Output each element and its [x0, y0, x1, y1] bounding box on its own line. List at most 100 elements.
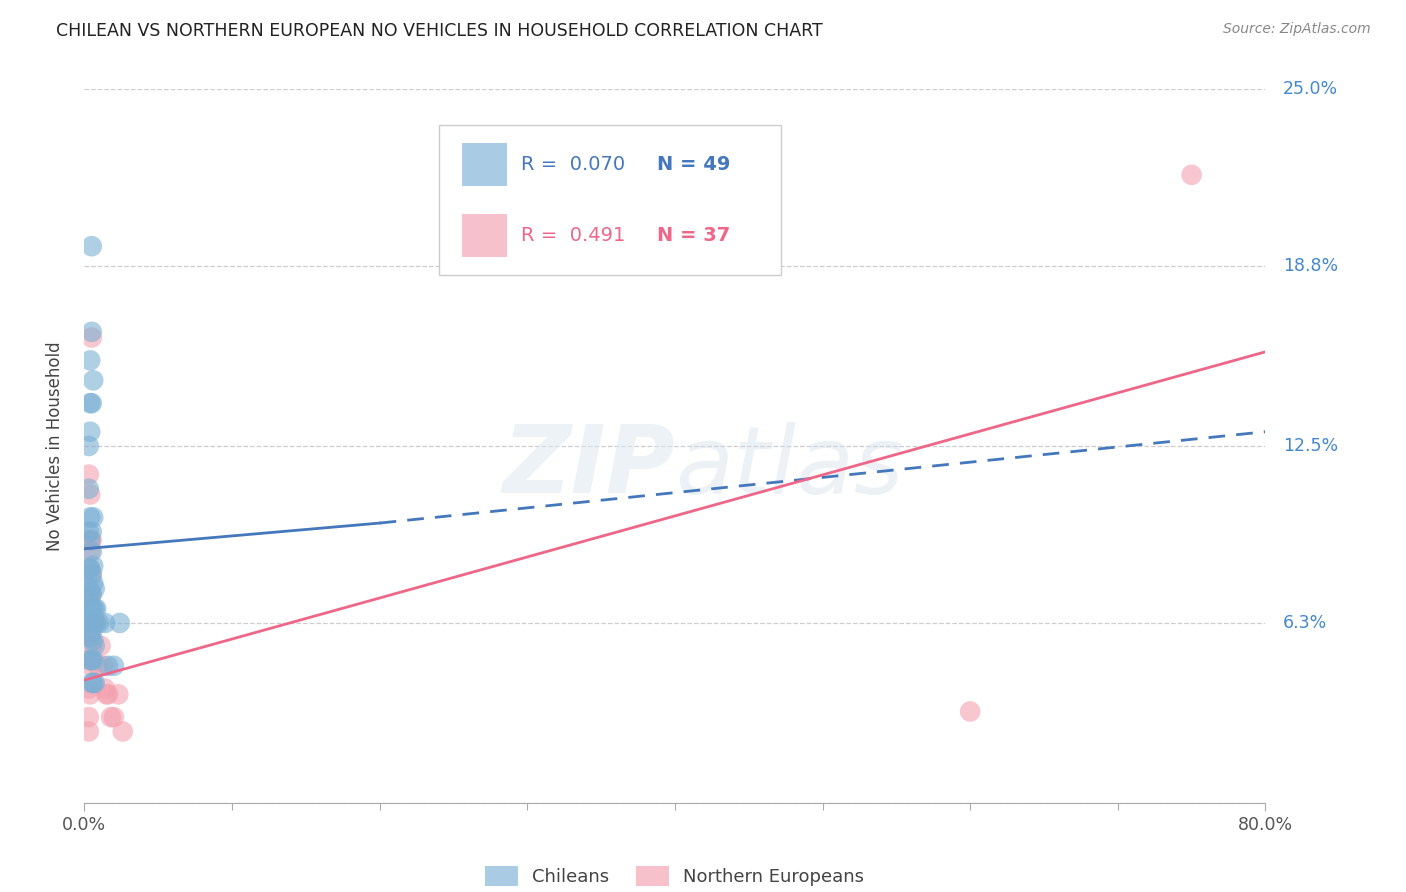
Point — [80, 396, 103, 410]
Point — [80, 524, 103, 539]
Point — [83, 582, 105, 596]
Point — [84, 601, 107, 615]
Point — [79, 533, 101, 548]
Point — [82, 633, 104, 648]
Point — [80, 624, 103, 639]
Point — [77, 582, 100, 596]
Point — [83, 676, 105, 690]
Text: 18.8%: 18.8% — [1284, 257, 1339, 275]
Point — [77, 467, 100, 482]
Point — [82, 558, 104, 573]
Point — [80, 330, 103, 344]
Point — [97, 658, 120, 673]
Point — [80, 615, 103, 630]
Point — [77, 601, 100, 615]
Point — [80, 587, 103, 601]
Point — [82, 576, 104, 591]
Point — [79, 544, 101, 558]
Point — [77, 681, 100, 696]
Point — [111, 724, 134, 739]
FancyBboxPatch shape — [463, 214, 508, 257]
Point — [93, 658, 115, 673]
Point — [82, 373, 104, 387]
Point — [79, 658, 101, 673]
Text: Source: ZipAtlas.com: Source: ZipAtlas.com — [1223, 22, 1371, 37]
Point — [79, 487, 101, 501]
Text: 25.0%: 25.0% — [1284, 80, 1339, 98]
Point — [80, 587, 103, 601]
Point — [80, 567, 103, 582]
Point — [82, 653, 104, 667]
Point — [96, 687, 118, 701]
FancyBboxPatch shape — [463, 143, 508, 186]
Point — [959, 705, 981, 719]
Point — [77, 591, 100, 605]
Point — [108, 615, 131, 630]
Point — [80, 544, 103, 558]
Point — [77, 624, 100, 639]
Point — [77, 710, 100, 724]
Point — [83, 639, 105, 653]
Point — [103, 710, 125, 724]
Legend: Chileans, Northern Europeans: Chileans, Northern Europeans — [478, 858, 872, 892]
Point — [80, 601, 103, 615]
Point — [83, 601, 105, 615]
Text: 6.3%: 6.3% — [1284, 614, 1327, 632]
Point — [77, 724, 100, 739]
Point — [79, 562, 101, 576]
Point — [79, 562, 101, 576]
Point — [77, 653, 100, 667]
Point — [79, 615, 101, 630]
Point — [79, 584, 101, 599]
Point — [79, 353, 101, 368]
Point — [79, 587, 101, 601]
Point — [87, 615, 111, 630]
Point — [80, 239, 103, 253]
Point — [82, 615, 104, 630]
FancyBboxPatch shape — [439, 125, 782, 275]
Point — [79, 630, 101, 644]
Point — [84, 615, 107, 630]
Point — [79, 630, 101, 644]
Point — [79, 396, 101, 410]
Point — [80, 533, 103, 548]
Point — [77, 524, 100, 539]
Point — [97, 687, 120, 701]
Point — [82, 615, 104, 630]
Text: N = 49: N = 49 — [657, 154, 731, 174]
Point — [80, 676, 103, 690]
Point — [77, 562, 100, 576]
Point — [83, 615, 105, 630]
Text: 12.5%: 12.5% — [1284, 437, 1339, 455]
Point — [80, 325, 103, 339]
Point — [84, 615, 107, 630]
Point — [82, 510, 104, 524]
Point — [79, 533, 101, 548]
Text: R =  0.070: R = 0.070 — [522, 154, 626, 174]
Point — [79, 687, 101, 701]
Point — [79, 425, 101, 439]
Point — [79, 510, 101, 524]
Text: R =  0.491: R = 0.491 — [522, 226, 626, 245]
Point — [77, 439, 100, 453]
Point — [83, 615, 105, 630]
Point — [103, 658, 125, 673]
Y-axis label: No Vehicles in Household: No Vehicles in Household — [45, 341, 63, 551]
Text: atlas: atlas — [675, 422, 903, 513]
Point — [79, 653, 101, 667]
Point — [1180, 168, 1202, 182]
Text: ZIP: ZIP — [502, 421, 675, 514]
Point — [94, 681, 117, 696]
Point — [79, 615, 101, 630]
Text: N = 37: N = 37 — [657, 226, 730, 245]
Point — [94, 615, 117, 630]
Point — [79, 601, 101, 615]
Point — [82, 601, 104, 615]
Point — [82, 676, 104, 690]
Text: CHILEAN VS NORTHERN EUROPEAN NO VEHICLES IN HOUSEHOLD CORRELATION CHART: CHILEAN VS NORTHERN EUROPEAN NO VEHICLES… — [56, 22, 823, 40]
Point — [77, 482, 100, 496]
Point — [107, 687, 129, 701]
Point — [80, 653, 103, 667]
Point — [86, 658, 108, 673]
Point — [80, 639, 103, 653]
